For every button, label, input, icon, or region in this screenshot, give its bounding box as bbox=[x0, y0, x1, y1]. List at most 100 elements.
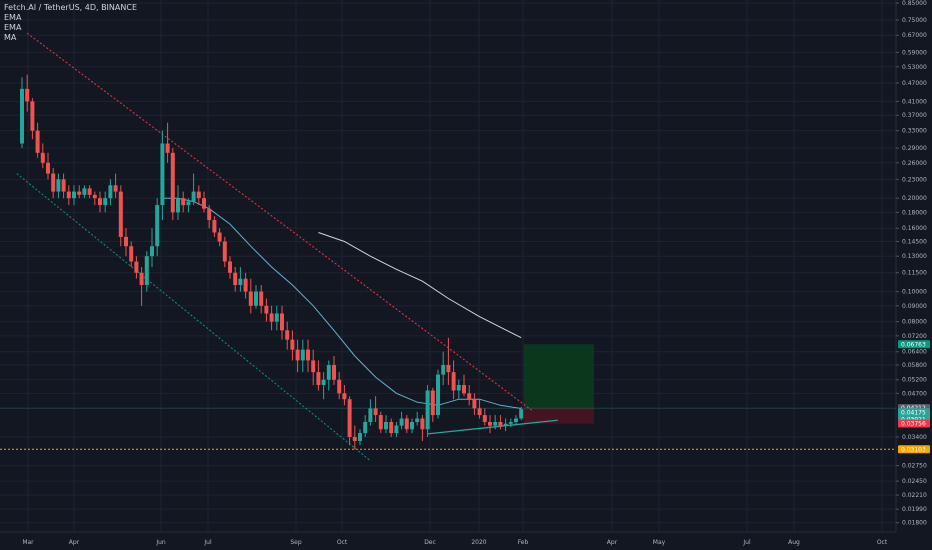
candle-body bbox=[20, 88, 24, 144]
trendline-ascending-support[interactable] bbox=[427, 419, 558, 435]
x-tick-label: Oct bbox=[337, 539, 348, 546]
candle-body bbox=[191, 191, 196, 202]
y-tick-label: 0.16000 bbox=[902, 225, 927, 232]
candle-body bbox=[404, 418, 409, 430]
candle-body bbox=[254, 291, 258, 306]
indicator-ema-1[interactable]: EMA bbox=[4, 13, 22, 22]
candle bbox=[259, 285, 264, 314]
candle bbox=[482, 408, 487, 426]
candle bbox=[202, 191, 206, 213]
candle bbox=[212, 216, 217, 237]
candle-body bbox=[415, 418, 420, 422]
candle-body bbox=[462, 385, 466, 394]
y-tick-label: 0.01800 bbox=[902, 520, 927, 527]
time-axis[interactable]: Mar Apr Jun Jul Sep Oct Dec 2020 Feb Apr May Jul Aug… bbox=[0, 531, 896, 546]
candle-body bbox=[498, 421, 503, 426]
indicator-ma[interactable]: MA bbox=[4, 33, 17, 42]
candle bbox=[290, 330, 295, 361]
candle-body bbox=[347, 399, 352, 437]
candle bbox=[358, 429, 362, 446]
candle bbox=[456, 379, 461, 400]
y-tick-label: 0.37000 bbox=[902, 112, 927, 119]
profit-zone[interactable] bbox=[523, 344, 594, 409]
candle bbox=[108, 179, 113, 206]
candle bbox=[451, 360, 456, 400]
candle-body bbox=[326, 364, 331, 380]
y-tick-label: 0.20000 bbox=[902, 195, 927, 202]
y-tick-label: 0.59000 bbox=[902, 49, 927, 56]
y-tick-label: 0.67000 bbox=[902, 32, 927, 39]
candle-body bbox=[472, 399, 477, 409]
x-tick-label: Dec bbox=[424, 539, 436, 546]
candle-body bbox=[243, 278, 248, 292]
candle bbox=[311, 349, 316, 386]
candle-body bbox=[503, 423, 508, 426]
candle bbox=[25, 74, 30, 112]
candle bbox=[243, 272, 248, 299]
candle bbox=[207, 205, 212, 229]
trend-lines[interactable] bbox=[0, 32, 896, 462]
loss-zone[interactable] bbox=[523, 408, 594, 424]
candle bbox=[352, 425, 357, 450]
candle-body bbox=[482, 415, 487, 422]
candle-body bbox=[98, 198, 102, 206]
candle bbox=[186, 198, 191, 213]
candle-body bbox=[311, 360, 316, 373]
candle bbox=[373, 396, 378, 422]
candle-body bbox=[233, 272, 238, 286]
candle-body bbox=[248, 291, 253, 306]
indicator-ema-2[interactable]: EMA bbox=[4, 23, 22, 32]
long-position-tool[interactable] bbox=[523, 344, 594, 424]
y-tick-label: 0.01990 bbox=[902, 506, 927, 513]
candle-body bbox=[488, 421, 492, 426]
symbol-title[interactable]: Fetch.AI / TetherUS, 4D, BINANCE bbox=[4, 3, 137, 12]
candle bbox=[446, 337, 451, 386]
grid-lines bbox=[0, 0, 896, 532]
candle-body bbox=[124, 236, 128, 247]
candle-body bbox=[290, 339, 295, 350]
candle bbox=[467, 385, 472, 406]
candle-body bbox=[139, 272, 144, 286]
candle-body bbox=[103, 198, 108, 206]
candle bbox=[306, 339, 310, 373]
candle-body bbox=[35, 130, 40, 153]
candle-body bbox=[165, 143, 170, 153]
candle-body bbox=[72, 191, 76, 199]
candle-body bbox=[300, 349, 305, 361]
y-tick-label: 0.02210 bbox=[902, 492, 927, 499]
candle bbox=[410, 418, 414, 434]
candle-body bbox=[316, 372, 321, 386]
candle-body bbox=[425, 390, 430, 430]
x-tick-label: Aug bbox=[788, 539, 800, 546]
candle bbox=[160, 130, 165, 221]
candle bbox=[425, 385, 430, 437]
candle-body bbox=[61, 179, 66, 192]
candle bbox=[134, 256, 139, 279]
candle bbox=[384, 415, 388, 434]
y-tick-label: 0.41000 bbox=[902, 98, 927, 105]
candle bbox=[321, 372, 326, 400]
candle-body bbox=[259, 291, 264, 306]
price-axis[interactable]: 0.85000 0.75000 0.67000 0.59000 0.53000 0.470… bbox=[895, 0, 927, 532]
trendline-upper-resistance[interactable] bbox=[26, 32, 532, 411]
candle-body bbox=[160, 143, 165, 206]
candle bbox=[228, 256, 232, 279]
candle bbox=[103, 191, 108, 213]
price-tags: 0.067630.042120.041750.039210.037560.031… bbox=[898, 340, 930, 454]
x-tick-label: Feb bbox=[518, 539, 529, 546]
price-tag-stop: 0.03756 bbox=[898, 419, 930, 428]
candle bbox=[332, 356, 336, 386]
y-tick-label: 0.85000 bbox=[902, 0, 927, 7]
candle-body bbox=[373, 408, 378, 416]
candle-body bbox=[514, 418, 518, 422]
candle bbox=[144, 251, 149, 292]
x-tick-label: Jun bbox=[155, 539, 166, 546]
ema-slow-line bbox=[318, 232, 522, 339]
candle-body bbox=[295, 349, 300, 361]
candle bbox=[264, 298, 269, 322]
y-tick-label: 0.08000 bbox=[902, 319, 927, 326]
y-tick-label: 0.06400 bbox=[902, 349, 927, 356]
candle-body bbox=[352, 436, 357, 442]
